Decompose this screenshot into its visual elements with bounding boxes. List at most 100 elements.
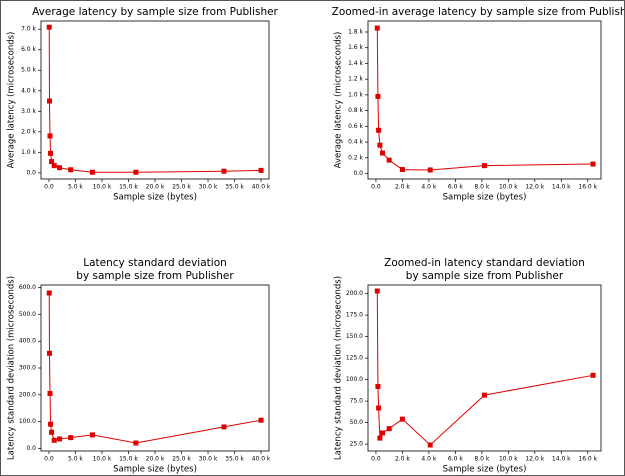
data-point xyxy=(258,417,264,423)
y-tick-label: 300.0 xyxy=(19,365,36,372)
x-tick-label: 25.0 k xyxy=(172,456,191,463)
data-point xyxy=(51,437,57,443)
x-tick-label: 0.0 xyxy=(44,456,54,463)
data-point xyxy=(376,405,382,411)
y-tick-label: 100.0 xyxy=(346,376,363,383)
y-tick-label: 125.0 xyxy=(346,355,363,362)
data-point xyxy=(258,167,264,173)
y-tick-label: 0.6 k xyxy=(348,123,363,130)
data-point xyxy=(133,440,139,446)
y-tick-label: 50.0 xyxy=(350,419,364,426)
data-point xyxy=(376,127,382,133)
data-point xyxy=(380,430,386,436)
data-point xyxy=(46,98,52,104)
x-tick-label: 10.0 k xyxy=(93,184,112,191)
data-point xyxy=(68,435,74,441)
plot-frame xyxy=(40,284,270,452)
data-point xyxy=(374,288,380,294)
x-tick-label: 16.0 k xyxy=(578,456,597,463)
data-point xyxy=(399,416,405,422)
x-tick-label: 0.0 xyxy=(44,184,54,191)
data-point xyxy=(89,169,95,175)
y-tick-label: 100.0 xyxy=(19,418,36,425)
y-tick-label: 25.0 xyxy=(350,441,364,448)
data-point xyxy=(427,167,433,173)
y-tick-label: 0.0 xyxy=(353,170,363,177)
chart-title: by sample size from Publisher xyxy=(76,270,234,282)
y-tick-label: 0.0 xyxy=(26,169,36,176)
data-point xyxy=(221,168,227,174)
data-point xyxy=(46,24,52,30)
data-point xyxy=(47,133,53,139)
chart: Average latency by sample size from Publ… xyxy=(7,6,279,203)
x-axis-label: Sample size (bytes) xyxy=(443,193,527,203)
plot-frame xyxy=(40,20,270,180)
data-point xyxy=(386,157,392,163)
x-tick-label: 8.0 k xyxy=(474,184,489,191)
data-point xyxy=(427,442,433,448)
y-tick-label: 175.0 xyxy=(346,312,363,319)
x-tick-label: 5.0 k xyxy=(68,184,83,191)
y-axis-label: Latency standard deviation (microseconds… xyxy=(334,276,344,460)
x-tick-label: 6.0 k xyxy=(448,184,463,191)
x-tick-label: 25.0 k xyxy=(172,184,191,191)
data-point xyxy=(51,163,57,169)
chart: Zoomed-in average latency by sample size… xyxy=(332,6,624,203)
y-tick-label: 75.0 xyxy=(350,398,364,405)
y-tick-label: 7.0 k xyxy=(21,26,36,33)
x-tick-label: 16.0 k xyxy=(578,184,597,191)
chart-title: Average latency by sample size from Publ… xyxy=(32,6,278,18)
chart-title: Zoomed-in average latency by sample size… xyxy=(332,6,624,18)
y-tick-label: 1.2 k xyxy=(348,76,363,83)
x-axis-label: Sample size (bytes) xyxy=(443,465,527,475)
y-tick-label: 0.8 k xyxy=(348,107,363,114)
x-tick-label: 14.0 k xyxy=(552,456,571,463)
data-point xyxy=(375,93,381,99)
plot-frame xyxy=(367,284,602,452)
data-point xyxy=(221,424,227,430)
chart-title: by sample size from Publisher xyxy=(406,270,564,282)
y-tick-label: 3.0 k xyxy=(21,108,36,115)
x-tick-label: 30.0 k xyxy=(199,456,218,463)
x-tick-label: 14.0 k xyxy=(552,184,571,191)
y-tick-label: 200.0 xyxy=(19,391,36,398)
x-tick-label: 35.0 k xyxy=(225,184,244,191)
y-tick-label: 150.0 xyxy=(346,333,363,340)
x-tick-label: 10.0 k xyxy=(93,456,112,463)
data-point xyxy=(89,432,95,438)
data-point xyxy=(377,435,383,441)
x-tick-label: 8.0 k xyxy=(474,456,489,463)
data-point xyxy=(57,436,63,442)
chart-title: Latency standard deviation xyxy=(83,257,227,269)
data-point xyxy=(386,426,392,432)
x-tick-label: 0.0 xyxy=(371,184,381,191)
x-tick-label: 5.0 k xyxy=(68,456,83,463)
y-tick-label: 1.0 k xyxy=(21,149,36,156)
x-tick-label: 15.0 k xyxy=(119,184,138,191)
x-tick-label: 4.0 k xyxy=(421,456,436,463)
y-tick-label: 400.0 xyxy=(19,338,36,345)
y-tick-label: 0.4 k xyxy=(348,139,363,146)
x-tick-label: 15.0 k xyxy=(119,456,138,463)
plot-frame xyxy=(367,20,602,180)
data-line xyxy=(48,293,262,444)
x-tick-label: 2.0 k xyxy=(395,456,410,463)
x-axis-label: Sample size (bytes) xyxy=(113,193,197,203)
data-point xyxy=(482,392,487,398)
x-tick-label: 4.0 k xyxy=(421,184,436,191)
data-point xyxy=(48,150,54,156)
chart-title: Zoomed-in latency standard deviation xyxy=(384,257,585,269)
x-tick-label: 10.0 k xyxy=(499,184,518,191)
x-tick-label: 30.0 k xyxy=(199,184,218,191)
y-axis-label: Average latency (microseconds) xyxy=(334,32,344,169)
y-tick-label: 1.6 k xyxy=(348,44,363,51)
x-tick-label: 12.0 k xyxy=(525,184,544,191)
data-point xyxy=(48,421,54,427)
y-tick-label: 5.0 k xyxy=(21,67,36,74)
data-point xyxy=(399,167,405,173)
data-point xyxy=(374,25,380,31)
data-point xyxy=(380,150,386,156)
